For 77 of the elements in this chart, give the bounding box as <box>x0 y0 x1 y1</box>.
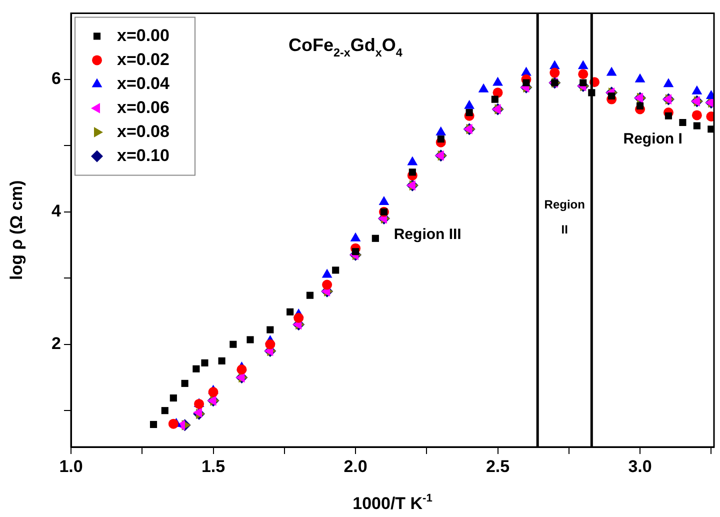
y-axis-title: log ρ (Ω cm) <box>7 180 26 280</box>
legend-label: x=0.08 <box>117 122 170 141</box>
point <box>663 78 674 88</box>
point <box>294 312 304 323</box>
point <box>492 76 503 86</box>
point <box>407 156 418 166</box>
point <box>708 126 714 133</box>
point <box>168 418 178 429</box>
x-tick-label: 1.5 <box>201 456 226 476</box>
x-tick-label: 2.5 <box>486 456 510 476</box>
point <box>265 339 276 350</box>
point <box>150 420 158 428</box>
point <box>332 266 340 274</box>
point <box>464 100 475 109</box>
x-tick-label: 3.0 <box>628 456 652 476</box>
point <box>491 96 498 103</box>
point <box>580 79 587 86</box>
point <box>193 407 202 418</box>
legend-label: x=0.02 <box>117 50 170 69</box>
point <box>606 66 617 76</box>
y-tick-label: 2 <box>52 334 61 354</box>
annotation: Region III <box>394 226 462 243</box>
point <box>578 69 588 80</box>
point <box>322 280 332 290</box>
point <box>201 359 208 366</box>
point <box>208 387 218 398</box>
point <box>636 102 644 110</box>
point <box>550 68 560 78</box>
point <box>690 96 700 106</box>
point <box>492 104 501 114</box>
point <box>352 248 360 256</box>
point <box>286 308 294 316</box>
point <box>634 92 644 104</box>
point <box>522 79 530 86</box>
legend-label: x=0.04 <box>117 74 170 93</box>
point <box>246 336 254 344</box>
annotation: Region II <box>544 197 585 237</box>
point <box>170 394 177 402</box>
point <box>492 88 503 98</box>
point <box>692 85 702 94</box>
annotation: Region I <box>623 130 682 148</box>
point <box>266 326 274 334</box>
point <box>434 150 444 161</box>
point <box>466 109 473 116</box>
point <box>372 234 379 242</box>
point <box>463 124 472 134</box>
point <box>230 340 237 348</box>
point <box>207 395 216 406</box>
point <box>161 407 168 414</box>
point <box>322 268 332 278</box>
point <box>192 365 200 372</box>
point <box>408 168 416 176</box>
point <box>378 196 390 205</box>
point <box>692 110 702 120</box>
point <box>236 364 247 375</box>
y-tick-label: 6 <box>52 69 61 88</box>
point <box>478 83 489 92</box>
point <box>436 126 446 136</box>
y-tick-label: 4 <box>52 202 62 221</box>
legend-label: x=0.10 <box>117 146 170 165</box>
x-tick-label: 1.0 <box>59 456 83 476</box>
point <box>634 73 646 82</box>
legend-label: x=0.06 <box>117 98 170 117</box>
x-tick-label: 2.0 <box>344 456 368 476</box>
legend-label: x=0.00 <box>117 26 170 45</box>
point <box>608 92 616 100</box>
point <box>664 112 672 120</box>
point <box>578 60 588 70</box>
point <box>406 180 416 191</box>
point <box>662 94 672 104</box>
point <box>693 122 700 130</box>
point <box>306 292 314 299</box>
point <box>218 357 226 364</box>
point <box>679 118 686 126</box>
point <box>350 232 361 242</box>
point <box>181 380 188 387</box>
point <box>437 136 444 143</box>
